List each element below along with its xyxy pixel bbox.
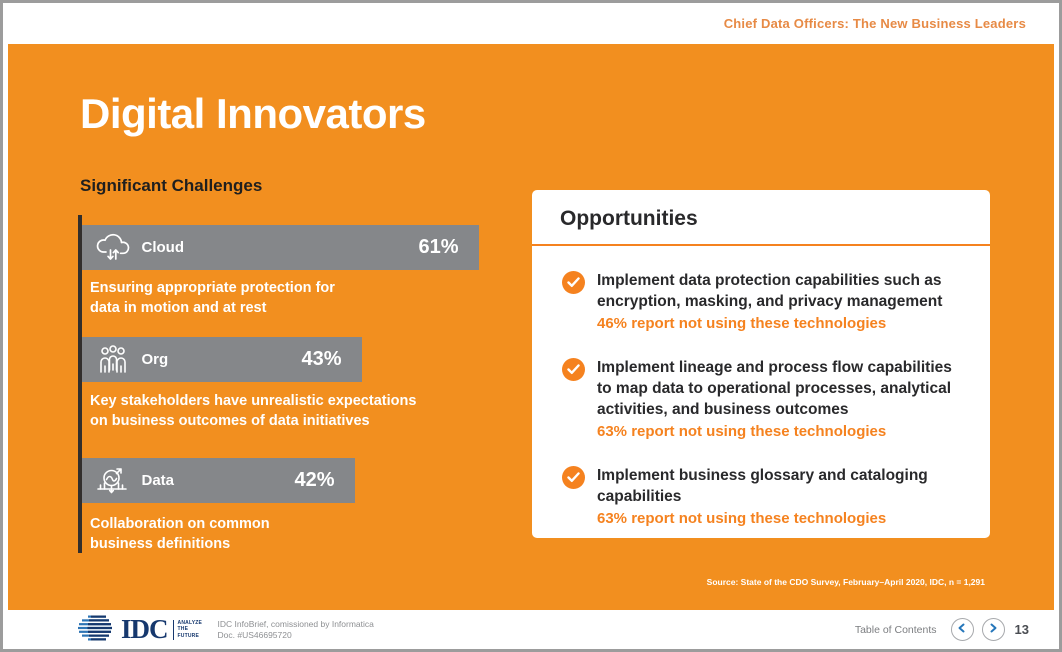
logo-divider — [172, 619, 174, 640]
opportunity-text: Implement business glossary and catalogi… — [597, 467, 928, 505]
bar-value: 42% — [294, 469, 335, 491]
challenge-bar-org: Org 43% — [81, 337, 362, 382]
idc-globe-icon — [78, 614, 118, 646]
cloud-icon — [93, 232, 133, 264]
chevron-left-icon — [956, 622, 968, 637]
challenges-heading: Significant Challenges — [80, 176, 263, 195]
bar-label: Data — [141, 472, 175, 489]
list-item: Implement business glossary and catalogi… — [562, 465, 964, 529]
challenge-bar-data: Data 42% — [81, 458, 355, 503]
slide-body: Digital Innovators Significant Challenge… — [8, 44, 1054, 610]
org-icon — [93, 344, 133, 376]
opportunities-heading: Opportunities — [560, 207, 698, 230]
footer: IDC ANALYZE THE FUTURE IDC InfoBrief, co… — [3, 610, 1059, 649]
table-of-contents-link[interactable]: Table of Contents — [854, 623, 937, 636]
next-page-button[interactable] — [981, 618, 1005, 641]
challenge-bar-cloud: Cloud 61% — [81, 225, 479, 270]
challenge-description: Collaboration on common business definit… — [90, 516, 270, 552]
challenges-chart: Cloud 61% Ensuring appropriate protectio… — [78, 215, 508, 560]
check-icon — [562, 271, 585, 294]
chart-axis-line — [78, 215, 82, 553]
challenge-description: Key stakeholders have unrealistic expect… — [90, 393, 417, 429]
idc-logo-tagline: ANALYZE THE FUTURE — [177, 620, 203, 639]
check-icon — [562, 358, 585, 381]
opportunities-card: Opportunities Implement data protection … — [532, 190, 990, 538]
chevron-right-icon — [987, 622, 999, 637]
page-number: 13 — [1014, 622, 1029, 637]
opportunity-text: Implement data protection capabilities s… — [597, 272, 943, 310]
opportunity-text: Implement lineage and process flow capab… — [597, 359, 952, 418]
idc-logo: IDC ANALYZE THE FUTURE — [78, 614, 202, 646]
opportunity-stat: 63% report not using these technologies — [597, 423, 887, 440]
footer-info-line1: IDC InfoBrief, comissioned by Informatic… — [217, 618, 374, 629]
prev-page-button[interactable] — [950, 618, 974, 641]
check-icon — [562, 466, 585, 489]
orange-rule — [532, 244, 990, 246]
opportunities-list: Implement data protection capabilities s… — [532, 246, 990, 529]
opportunity-stat: 46% report not using these technologies — [597, 315, 887, 332]
page-title: Digital Innovators — [80, 90, 426, 137]
bar-label: Org — [141, 351, 169, 368]
source-note: Source: State of the CDO Survey, Februar… — [706, 577, 985, 587]
list-item: Implement lineage and process flow capab… — [562, 357, 964, 442]
opportunity-stat: 63% report not using these technologies — [597, 510, 887, 527]
footer-info-line2: Doc. #US46695720 — [217, 629, 292, 640]
challenge-description: Ensuring appropriate protection for data… — [90, 280, 335, 316]
footer-info: IDC InfoBrief, comissioned by Informatic… — [218, 619, 374, 641]
data-icon — [93, 465, 133, 497]
list-item: Implement data protection capabilities s… — [562, 270, 964, 334]
doc-title: Chief Data Officers: The New Business Le… — [723, 16, 1026, 31]
top-bar: Chief Data Officers: The New Business Le… — [3, 3, 1059, 44]
bar-label: Cloud — [141, 239, 185, 256]
idc-logo-text: IDC — [121, 614, 169, 644]
bar-value: 43% — [301, 348, 342, 370]
bar-value: 61% — [418, 236, 459, 258]
